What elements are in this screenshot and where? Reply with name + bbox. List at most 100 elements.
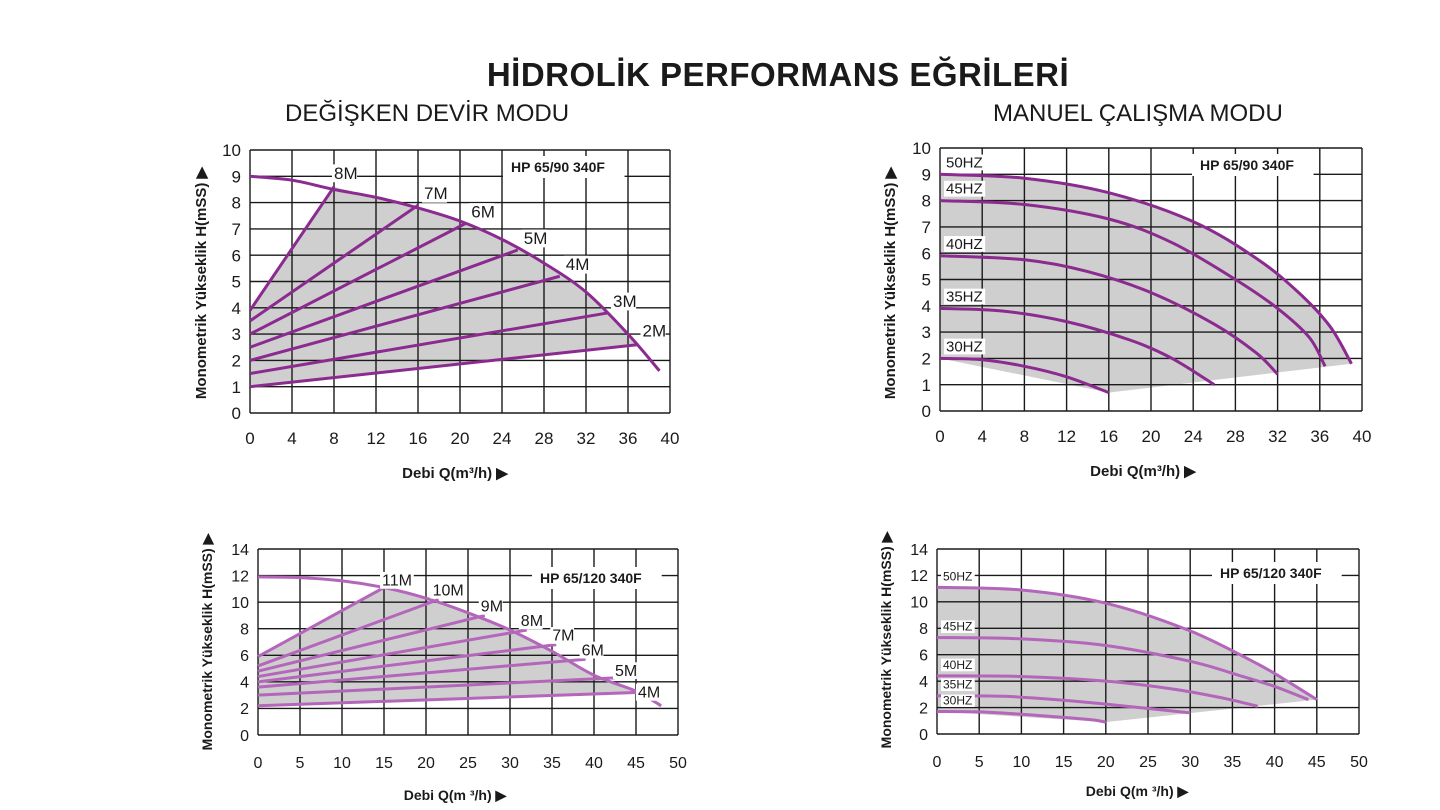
x-tick-label: 12 (367, 429, 386, 448)
curve-11m (257, 586, 385, 658)
curve-8m (257, 628, 528, 679)
curve-label-50hz: 50HZ (946, 154, 983, 171)
curve-label-45hz: 45HZ (943, 620, 972, 634)
y-tick-label: 12 (231, 568, 249, 585)
y-axis-title: Monometrik Yükseklik H(mSS) ▶ (193, 165, 210, 399)
y-tick-label: 3 (232, 325, 241, 344)
curve-label-bg (944, 154, 986, 171)
x-tick-label: 36 (619, 429, 638, 448)
x-axis-title: Debi Q(m³/h) ▶ (1090, 463, 1197, 480)
y-tick-label: 0 (922, 402, 931, 421)
page-title: HİDROLİK PERFORMANS EĞRİLERİ (486, 56, 1070, 93)
curve-label-bg (518, 612, 543, 630)
y-tick-label: 10 (910, 595, 928, 612)
x-tick-label: 40 (1353, 427, 1372, 446)
curve-label-bg (640, 322, 666, 341)
x-tick-label: 35 (543, 755, 561, 772)
curve-label-bg (613, 662, 637, 680)
curve-35hz (939, 306, 1216, 386)
curve-4m (257, 690, 637, 708)
y-tick-label: 6 (919, 647, 928, 664)
curve-40hz (939, 254, 1279, 376)
curve-label-bg (380, 571, 414, 589)
curve-label-bg (521, 229, 547, 248)
x-tick-label: 0 (935, 427, 944, 446)
curve-3m (249, 311, 608, 376)
curve-label-5m: 5M (615, 663, 637, 680)
x-tick-label: 20 (1142, 427, 1161, 446)
max-curve (249, 174, 661, 372)
variable-speed-mode-title: DEĞİŞKEN DEVİR MODU (285, 100, 570, 127)
x-tick-label: 15 (375, 755, 393, 772)
curve-45hz (936, 636, 1309, 701)
curve-label-45hz: 45HZ (946, 181, 983, 198)
curve-label-bg (941, 678, 975, 692)
y-tick-label: 9 (922, 165, 931, 184)
curve-label-bg (941, 658, 975, 672)
x-tick-label: 10 (1013, 754, 1031, 771)
curve-label-bg (550, 627, 575, 644)
curve-label-40hz: 40HZ (946, 236, 983, 253)
y-tick-label: 4 (240, 675, 249, 692)
x-tick-label: 24 (1184, 427, 1203, 446)
operating-area-fill (250, 186, 639, 387)
operating-area-fill (940, 174, 1352, 393)
curve-2m (249, 343, 639, 389)
y-tick-label: 0 (919, 727, 928, 744)
model-label: HP 65/120 340F (1220, 565, 1322, 581)
x-tick-label: 30 (1181, 754, 1199, 771)
curve-label-bg (944, 236, 986, 252)
curve-label-50hz: 50HZ (943, 569, 972, 583)
curve-label-bg (944, 338, 986, 355)
y-tick-label: 9 (232, 167, 241, 186)
y-tick-label: 6 (922, 244, 931, 263)
curve-6m (257, 657, 586, 689)
curve-label-bg (941, 570, 975, 583)
curve-label-bg (941, 694, 975, 707)
y-tick-label: 7 (232, 220, 241, 239)
curve-label-bg (636, 683, 660, 701)
x-tick-label: 5 (975, 754, 984, 771)
x-tick-label: 28 (535, 429, 554, 448)
curve-5m (257, 676, 616, 697)
y-tick-label: 10 (231, 595, 249, 612)
y-tick-label: 1 (232, 378, 241, 397)
curve-label-30hz: 30HZ (943, 694, 972, 708)
x-tick-label: 40 (585, 755, 603, 772)
x-tick-label: 20 (451, 429, 470, 448)
curve-label-bg (430, 581, 465, 599)
x-tick-label: 15 (1055, 754, 1073, 771)
x-tick-label: 45 (1308, 754, 1326, 771)
y-tick-label: 5 (232, 273, 241, 292)
curve-label-6m: 6M (471, 203, 495, 222)
y-tick-label: 5 (922, 271, 931, 290)
y-tick-label: 2 (919, 700, 928, 717)
curve-label-7m: 7M (424, 184, 448, 203)
x-tick-label: 0 (254, 755, 263, 772)
curve-label-10m: 10M (433, 582, 464, 599)
y-tick-label: 2 (240, 701, 249, 718)
curve-label-8m: 8M (334, 164, 358, 183)
x-tick-label: 32 (577, 429, 596, 448)
model-label: HP 65/120 340F (540, 570, 642, 586)
curve-8m (248, 185, 336, 312)
x-tick-label: 45 (627, 755, 645, 772)
y-tick-label: 0 (232, 404, 241, 423)
y-tick-label: 8 (240, 621, 249, 638)
y-tick-label: 0 (240, 728, 249, 745)
curve-label-30hz: 30HZ (946, 338, 983, 355)
x-tick-label: 30 (501, 755, 519, 772)
y-tick-label: 6 (240, 648, 249, 665)
curve-35hz (936, 694, 1191, 715)
curve-label-bg (944, 180, 986, 197)
x-tick-label: 20 (417, 755, 435, 772)
curve-9m (257, 613, 486, 673)
y-axis-title: Monometrik Yükseklik H(mSS) ▶ (878, 530, 894, 748)
curve-label-40hz: 40HZ (943, 658, 972, 672)
operating-area-fill (258, 587, 636, 706)
x-tick-label: 20 (1097, 754, 1115, 771)
x-tick-label: 8 (329, 429, 338, 448)
